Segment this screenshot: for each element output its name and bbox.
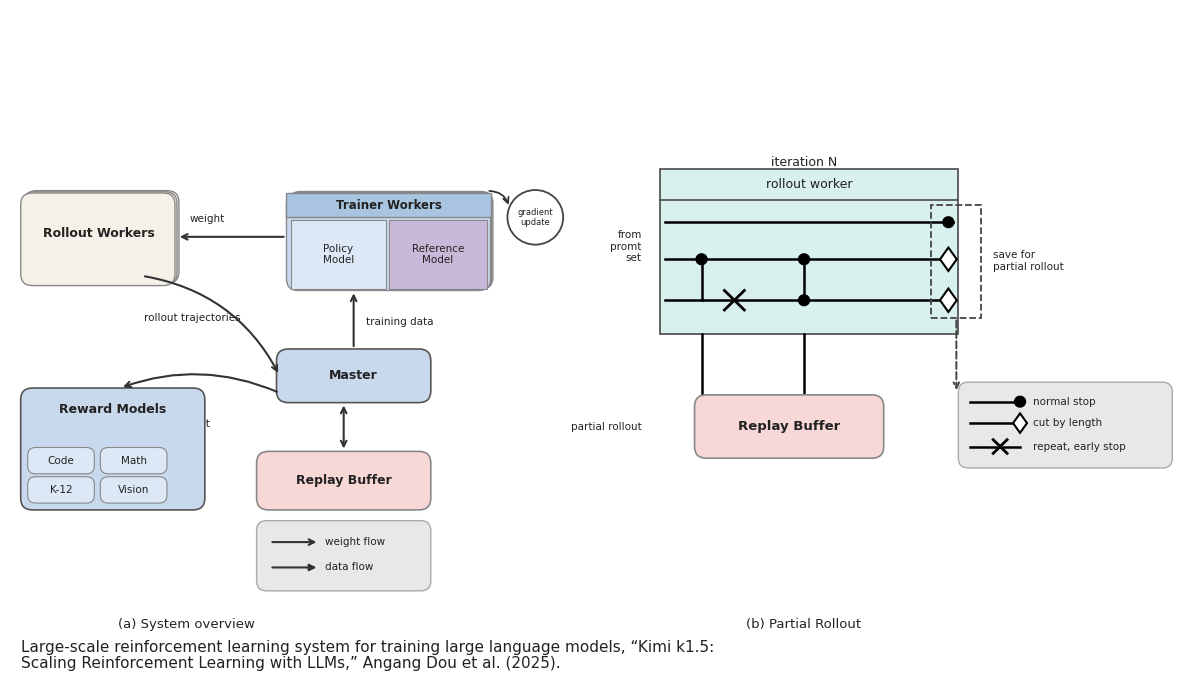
Text: (a) System overview: (a) System overview [119, 618, 256, 630]
Text: partial rollout: partial rollout [571, 421, 642, 431]
Text: repeat, early stop: repeat, early stop [1033, 441, 1126, 452]
Text: weight flow: weight flow [325, 537, 385, 547]
Text: Trainer Workers: Trainer Workers [336, 198, 442, 212]
FancyBboxPatch shape [257, 520, 431, 591]
FancyBboxPatch shape [660, 169, 959, 334]
Text: (b) Partial Rollout: (b) Partial Rollout [746, 618, 862, 630]
Text: eval request: eval request [144, 419, 210, 429]
Text: Reward Models: Reward Models [59, 403, 166, 416]
Circle shape [696, 254, 707, 265]
Polygon shape [940, 288, 956, 312]
Text: Replay Buffer: Replay Buffer [738, 420, 840, 433]
Text: Math: Math [121, 456, 146, 466]
FancyBboxPatch shape [389, 220, 486, 288]
FancyBboxPatch shape [289, 192, 493, 289]
FancyBboxPatch shape [287, 193, 491, 217]
FancyBboxPatch shape [287, 193, 491, 290]
FancyBboxPatch shape [959, 382, 1172, 468]
Text: Code: Code [48, 456, 74, 466]
Circle shape [798, 254, 810, 265]
Text: Policy
Model: Policy Model [323, 244, 354, 265]
FancyBboxPatch shape [101, 477, 167, 503]
FancyBboxPatch shape [25, 190, 179, 284]
FancyBboxPatch shape [257, 452, 431, 510]
FancyBboxPatch shape [276, 349, 431, 402]
Text: gradient
update: gradient update [517, 208, 553, 227]
Text: iteration N: iteration N [770, 155, 838, 169]
Circle shape [1014, 396, 1026, 407]
Text: Large-scale reinforcement learning system for training large language models, “K: Large-scale reinforcement learning syste… [20, 640, 714, 655]
Text: normal stop: normal stop [1033, 397, 1096, 406]
FancyBboxPatch shape [101, 448, 167, 474]
Text: save for
partial rollout: save for partial rollout [994, 250, 1064, 272]
Text: cut by length: cut by length [1033, 418, 1102, 428]
Text: Scaling Reinforcement Learning with LLMs,” Angang Dou et al. (2025).: Scaling Reinforcement Learning with LLMs… [20, 656, 560, 671]
Text: weight: weight [190, 214, 224, 224]
FancyBboxPatch shape [288, 192, 492, 290]
Text: data flow: data flow [325, 562, 373, 572]
FancyBboxPatch shape [695, 395, 883, 458]
FancyBboxPatch shape [23, 192, 176, 284]
Text: from
promt
set: from promt set [611, 230, 642, 263]
Text: training data: training data [366, 317, 433, 327]
FancyBboxPatch shape [28, 477, 95, 503]
Text: Rollout Workers: Rollout Workers [43, 227, 155, 240]
Text: Master: Master [329, 369, 378, 382]
Text: K-12: K-12 [49, 485, 72, 495]
FancyBboxPatch shape [28, 448, 95, 474]
Polygon shape [1013, 413, 1027, 433]
FancyBboxPatch shape [20, 388, 205, 510]
Polygon shape [940, 248, 956, 271]
Text: Vision: Vision [118, 485, 149, 495]
Text: rollout trajectories: rollout trajectories [144, 313, 241, 323]
Circle shape [798, 295, 810, 306]
Bar [931, 205, 982, 318]
Circle shape [943, 217, 954, 227]
Text: rollout worker: rollout worker [766, 178, 852, 190]
Text: Reference
Model: Reference Model [412, 244, 464, 265]
FancyBboxPatch shape [292, 220, 386, 288]
Text: Replay Buffer: Replay Buffer [296, 474, 391, 487]
FancyBboxPatch shape [20, 193, 175, 286]
